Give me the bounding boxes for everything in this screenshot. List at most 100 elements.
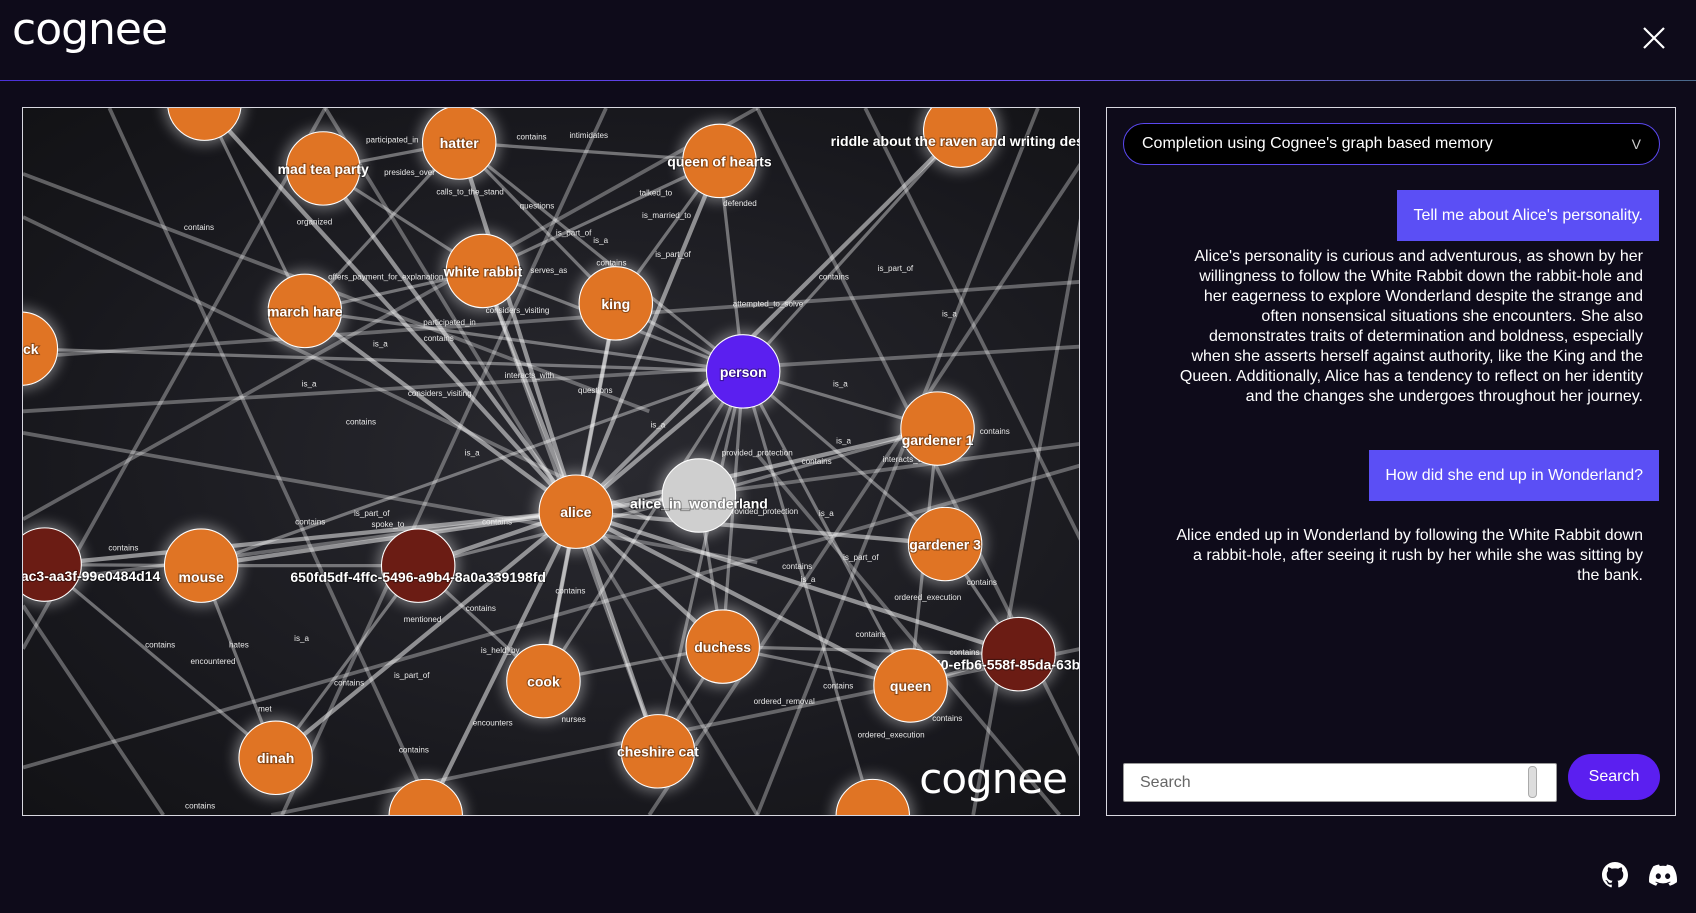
edge-label: contains xyxy=(967,578,997,587)
node-label: riddle about the raven and writing des xyxy=(831,133,1079,149)
edge-label: spoke_to xyxy=(372,520,405,529)
graph-edge xyxy=(205,108,578,514)
edge-label: participated_in xyxy=(366,136,419,145)
graph-node-wr[interactable]: white rabbit xyxy=(442,229,525,313)
graph-edge xyxy=(480,270,578,513)
graph-node-riddle[interactable]: riddle about the raven and writing des xyxy=(830,108,1079,172)
graph-node-ac3[interactable]: ac3-aa3f-99e0484d14 xyxy=(23,523,162,606)
node-label: alice xyxy=(560,504,591,520)
graph-node-mouse[interactable]: mouse xyxy=(160,524,243,607)
graph-edge xyxy=(574,129,962,514)
edge-label: presides_over xyxy=(384,168,435,177)
node-label: cheshire cat xyxy=(617,744,699,760)
graph-node-mh[interactable]: march hare xyxy=(263,269,346,352)
mode-select-value: Completion using Cognee's graph based me… xyxy=(1142,135,1493,152)
edge-label: is_part_of xyxy=(655,250,691,259)
graph-node-person[interactable]: person xyxy=(702,330,785,413)
discord-icon[interactable] xyxy=(1649,862,1677,888)
graph-edge xyxy=(303,309,578,514)
graph-svg[interactable]: contains intimidates participated_inpresid… xyxy=(23,108,1079,815)
graph-node-queen[interactable]: queen xyxy=(869,644,952,727)
edge-label: contains xyxy=(399,745,429,754)
edge-label: contains xyxy=(949,648,979,657)
edge-label: intimidates xyxy=(569,131,608,140)
cognee-logo[interactable]: cognee xyxy=(12,4,168,55)
node-label: mad tea party xyxy=(278,161,369,177)
graph-edge xyxy=(742,370,947,546)
graph-node-fd[interactable]: 650fd5df-4ffc-5496-a9b4-8a0a339198fd xyxy=(289,524,547,607)
edge-label: calls_to_the_stand xyxy=(436,187,503,196)
edge-label: contains xyxy=(517,132,547,141)
edge-label: contains xyxy=(145,641,175,650)
edge-label: contains xyxy=(108,544,138,553)
edge-label: contains xyxy=(334,678,364,687)
graph-node-ck[interactable]: ck xyxy=(23,307,62,390)
graph-edge xyxy=(304,309,744,373)
graph-node-cook[interactable]: cook xyxy=(502,640,585,723)
graph-node-qoh[interactable]: queen of hearts xyxy=(666,119,773,202)
edge-label: contains xyxy=(980,427,1010,436)
input-scrollbar[interactable] xyxy=(1528,766,1537,798)
graph-node-king[interactable]: king xyxy=(574,262,657,345)
edge-label: is_a xyxy=(294,634,309,643)
graph-node-dinah[interactable]: dinah xyxy=(234,716,317,799)
user-message: How did she end up in Wonderland? xyxy=(1369,450,1659,501)
github-icon[interactable] xyxy=(1601,862,1629,888)
edge-label: contains xyxy=(555,587,585,596)
edge-label: defended xyxy=(723,199,757,208)
graph-edge xyxy=(863,108,1079,541)
edge-label: questions xyxy=(520,201,555,210)
edge-label: ordered_execution xyxy=(894,593,961,602)
edge-label: is_part_of xyxy=(556,228,592,237)
graph-node-b2[interactable] xyxy=(831,775,914,815)
graph-node-aiw[interactable]: alice_in_wonderland xyxy=(629,454,769,537)
graph-edge xyxy=(482,159,721,273)
search-button[interactable]: Search xyxy=(1568,754,1660,800)
graph-node-g3[interactable]: gardener 3 xyxy=(904,503,987,586)
assistant-message: Alice ended up in Wonderland by followin… xyxy=(1176,527,1643,584)
node-label: white rabbit xyxy=(443,263,523,279)
node-label: duchess xyxy=(694,639,751,655)
graph-node-duchess[interactable]: duchess xyxy=(681,605,764,688)
edge-label: mentioned xyxy=(404,615,442,624)
close-icon[interactable] xyxy=(1640,24,1668,52)
graph-edge xyxy=(23,347,744,373)
graph-node-n0[interactable] xyxy=(163,108,246,145)
edge-label: is_a xyxy=(801,575,816,584)
mode-select[interactable]: Completion using Cognee's graph based me… xyxy=(1123,123,1660,165)
graph-node-hatter[interactable]: hatter xyxy=(418,108,501,184)
graph-edge xyxy=(741,370,912,687)
edge-label: contains xyxy=(856,630,886,639)
graph-edge xyxy=(575,426,939,514)
edge-label: contains xyxy=(819,273,849,282)
edge-label: contains xyxy=(932,714,962,723)
graph-node-alice[interactable]: alice xyxy=(534,470,617,553)
edge-label: contains xyxy=(346,417,376,426)
edge-label: contains xyxy=(466,604,496,613)
node-label: hatter xyxy=(440,135,479,151)
edge-label: talked_to xyxy=(639,188,672,197)
node-label: king xyxy=(601,296,630,312)
graph-node-b1[interactable] xyxy=(384,775,467,815)
search-input[interactable] xyxy=(1123,763,1557,802)
edge-label: contains xyxy=(823,682,853,691)
graph-node-cc[interactable]: cheshire cat xyxy=(616,710,700,793)
graph-edge xyxy=(459,140,720,163)
graph-node-g1[interactable]: gardener 1 xyxy=(896,387,979,470)
edge-label: contains xyxy=(802,457,832,466)
edge-label: contains xyxy=(782,562,812,571)
user-message: Tell me about Alice's personality. xyxy=(1397,190,1659,241)
graph-edge xyxy=(574,509,912,688)
edge-label: contains xyxy=(295,518,325,527)
node-label: march hare xyxy=(267,303,343,319)
cognee-watermark: cognee xyxy=(919,754,1068,803)
graph-edge xyxy=(457,141,578,513)
edge-label: is_a xyxy=(465,449,480,458)
edge-label: is_a xyxy=(302,379,317,388)
graph-edge xyxy=(573,160,722,513)
edge-label: contains xyxy=(482,518,512,527)
graph-node-mtp[interactable]: mad tea party xyxy=(277,127,370,210)
graph-edge xyxy=(23,463,1079,770)
graph-edge xyxy=(274,510,578,760)
